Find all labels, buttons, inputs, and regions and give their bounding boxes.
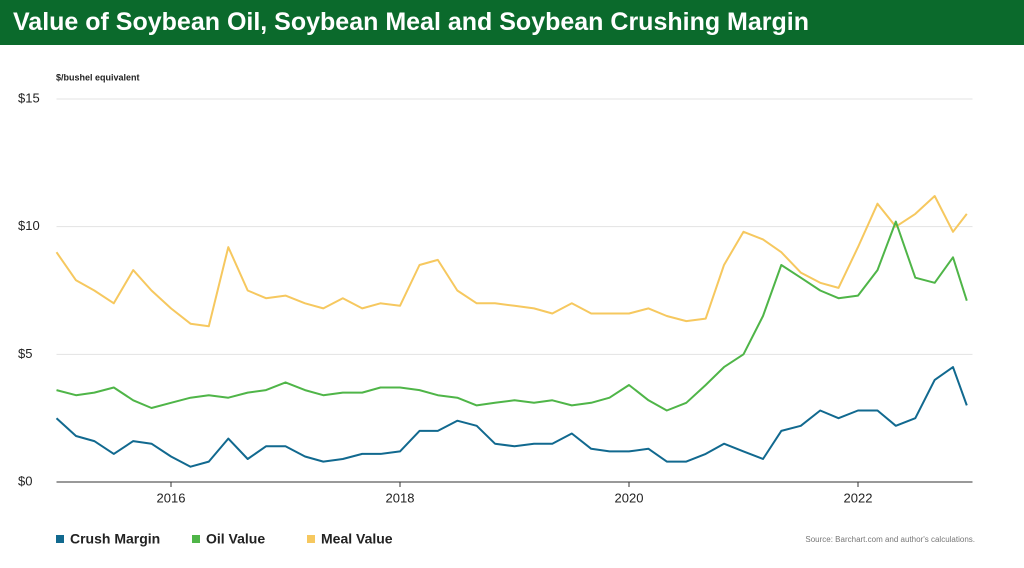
y-tick-label: $0	[18, 473, 32, 488]
series-line	[55, 366, 968, 468]
y-tick-label: $10	[18, 218, 40, 233]
y-tick-label: $15	[18, 90, 40, 105]
x-tick-label: 2020	[615, 490, 644, 505]
legend-swatch	[192, 535, 200, 543]
series-line	[55, 195, 968, 328]
legend-label: Crush Margin	[70, 531, 160, 547]
x-tick-label: 2022	[844, 490, 873, 505]
chart-title: Value of Soybean Oil, Soybean Meal and S…	[0, 0, 1024, 45]
legend-label: Oil Value	[206, 531, 265, 547]
series-line	[56, 220, 968, 412]
y-axis-label: $/bushel equivalent	[56, 72, 140, 82]
legend-label: Meal Value	[321, 531, 393, 547]
legend-swatch	[56, 535, 64, 543]
source-note: Source: Barchart.com and author's calcul…	[805, 535, 975, 544]
x-tick-label: 2016	[157, 490, 186, 505]
legend-swatch	[307, 535, 315, 543]
y-tick-label: $5	[18, 346, 32, 361]
x-tick-label: 2018	[386, 490, 415, 505]
